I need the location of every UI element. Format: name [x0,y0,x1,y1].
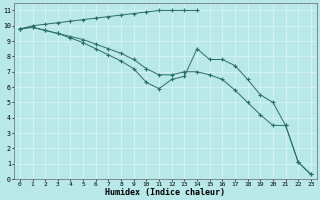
X-axis label: Humidex (Indice chaleur): Humidex (Indice chaleur) [105,188,225,197]
